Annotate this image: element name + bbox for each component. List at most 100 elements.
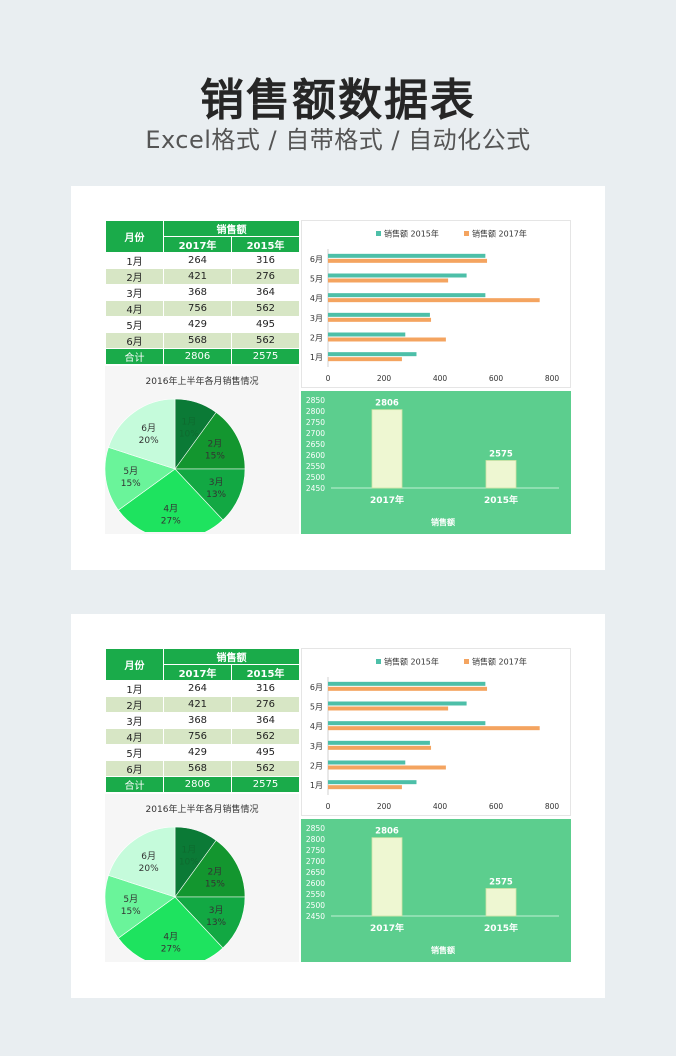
y-tick-label: 2650: [306, 440, 325, 449]
x-category-label: 2015年: [484, 494, 518, 506]
value-cell: 421: [163, 268, 232, 285]
y-tick-label: 2500: [306, 901, 325, 910]
sales-table: 月份 销售额 2017年 2015年 1月 264 316 2月 421 276 3月 3…: [105, 648, 300, 793]
bar-chart-svg: 销售额 2015年 销售额 2017年 0 200 400 600 800 1月 2月 3月 4月 5…: [310, 657, 559, 812]
value-cell: 364: [231, 284, 300, 301]
bar: [328, 701, 467, 706]
total-column-chart: 2850 2800 2750 2700 2650 2600 2550 2500 2450 2806…: [301, 819, 571, 962]
y-category-label: 6月: [310, 683, 323, 692]
value-cell: 429: [163, 744, 232, 761]
column-chart-svg: 2850 2800 2750 2700 2650 2600 2550 2500 2450 2806…: [306, 396, 559, 527]
x-tick-label: 600: [489, 374, 504, 383]
pie-percent-label: 13%: [206, 490, 226, 500]
y-tick-label: 2800: [306, 407, 325, 416]
total-cell: 2806: [163, 776, 232, 793]
y-tick-label: 2600: [306, 879, 325, 888]
table-total-row: 合计 2806 2575: [105, 776, 300, 793]
y-tick-label: 2550: [306, 462, 325, 471]
y-tick-label: 2450: [306, 484, 325, 493]
pie-percent-label: 10%: [179, 857, 199, 867]
table-row: 3月 368 364: [105, 284, 300, 301]
value-cell: 276: [231, 696, 300, 713]
table-row: 4月 756 562: [105, 728, 300, 745]
pie-category-label: 3月: [209, 477, 224, 488]
value-cell: 562: [231, 760, 300, 777]
value-cell: 568: [163, 760, 232, 777]
total-cell: 2575: [231, 776, 300, 793]
pie-percent-label: 20%: [139, 436, 159, 446]
bar: [328, 293, 486, 298]
sales-table: 月份 销售额 2017年 2015年 1月 264 316 2月 421 276 3月 3…: [105, 220, 300, 365]
value-cell: 364: [231, 712, 300, 729]
total-cell: 2575: [231, 348, 300, 365]
y-category-label: 4月: [310, 294, 323, 303]
pie-chart-svg: 1月 10% 2月 15% 3月 13% 4月 27% 5月 15% 6月 20%: [105, 398, 246, 532]
month-cell: 5月: [105, 316, 164, 333]
column-chart-svg: 2850 2800 2750 2700 2650 2600 2550 2500 2450 2806…: [306, 824, 559, 955]
table-row: 6月 568 562: [105, 332, 300, 349]
y-tick-label: 2700: [306, 857, 325, 866]
legend-label: 销售额 2015年: [384, 657, 439, 667]
sales-header: 销售额: [163, 648, 300, 665]
bar: [328, 298, 540, 303]
legend-swatch: [464, 659, 469, 664]
bar: [328, 352, 417, 357]
bar: [328, 706, 449, 711]
pie-percent-label: 15%: [205, 452, 225, 462]
page-title: 销售额数据表: [200, 75, 476, 126]
value-cell: 264: [163, 680, 232, 697]
value-cell: 562: [231, 300, 300, 317]
y-tick-label: 2850: [306, 824, 325, 833]
column-bar: [371, 409, 403, 489]
month-cell: 3月: [105, 284, 164, 301]
value-cell: 495: [231, 744, 300, 761]
bar: [328, 278, 449, 283]
x-tick-label: 0: [326, 802, 331, 811]
month-cell: 6月: [105, 760, 164, 777]
value-cell: 368: [163, 284, 232, 301]
monthly-pie-chart: 2016年上半年各月销售情况 1月 10% 2月 15% 3月 13% 4月 27% 5月 15%…: [105, 366, 299, 534]
y-tick-label: 2850: [306, 396, 325, 405]
bar: [328, 253, 486, 258]
pie-category-label: 1月: [181, 416, 196, 427]
bar: [328, 686, 488, 691]
value-cell: 316: [231, 680, 300, 697]
x-category-label: 2017年: [370, 494, 404, 506]
pie-category-label: 1月: [181, 844, 196, 855]
bar: [328, 760, 406, 765]
pie-slice: [108, 398, 176, 470]
value-cell: 568: [163, 332, 232, 349]
month-cell: 1月: [105, 680, 164, 697]
bar: [328, 258, 488, 263]
y-tick-label: 2700: [306, 429, 325, 438]
bar-chart-svg: 销售额 2015年 销售额 2017年 0 200 400 600 800 1月 2月 3月 4月 5…: [310, 229, 559, 384]
pie-category-label: 5月: [123, 466, 138, 477]
pie-percent-label: 15%: [121, 479, 141, 489]
y-tick-label: 2450: [306, 912, 325, 921]
pie-percent-label: 15%: [205, 880, 225, 890]
month-header: 月份: [105, 648, 164, 681]
month-cell: 1月: [105, 252, 164, 269]
x-tick-label: 600: [489, 802, 504, 811]
y-category-label: 1月: [310, 353, 323, 362]
pie-category-label: 4月: [163, 932, 178, 943]
value-cell: 429: [163, 316, 232, 333]
column-value-label: 2806: [375, 827, 399, 837]
column-bar: [485, 888, 517, 917]
x-tick-label: 400: [433, 802, 448, 811]
y-tick-label: 2500: [306, 473, 325, 482]
month-cell: 2月: [105, 696, 164, 713]
y-category-label: 2月: [310, 334, 323, 343]
x-tick-label: 0: [326, 374, 331, 383]
y-category-label: 4月: [310, 722, 323, 731]
table-row: 3月 368 364: [105, 712, 300, 729]
table-row: 1月 264 316: [105, 252, 300, 269]
sheet-preview-1: 月份 销售额 2017年 2015年 1月 264 316 2月 421 276 3月 3…: [71, 186, 605, 570]
pie-chart-title: 2016年上半年各月销售情况: [145, 377, 259, 387]
monthly-bar-chart: 销售额 2015年 销售额 2017年 0 200 400 600 800 1月 2月 3月 4月 5…: [301, 648, 571, 816]
column-value-label: 2575: [489, 450, 513, 460]
table-row: 2月 421 276: [105, 696, 300, 713]
month-cell: 2月: [105, 268, 164, 285]
pie-slice: [108, 826, 176, 898]
column-bar: [371, 837, 403, 917]
